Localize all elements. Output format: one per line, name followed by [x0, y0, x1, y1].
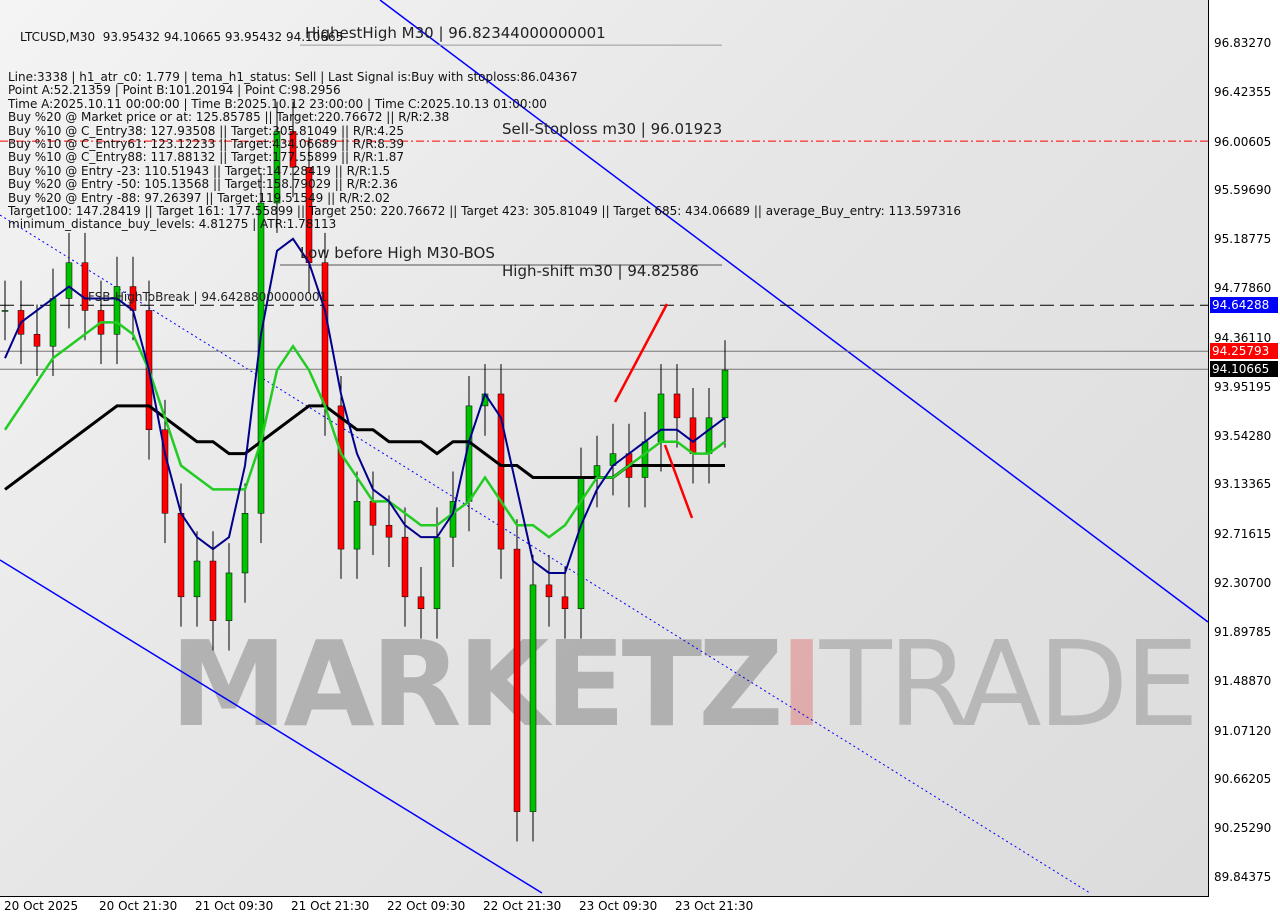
- y-tick-label: 90.66205: [1214, 772, 1272, 787]
- y-tick-label: 95.59690: [1214, 183, 1272, 198]
- candle-body: [337, 405, 345, 550]
- y-tick-label: 92.71615: [1214, 527, 1272, 542]
- y-tick-label: 93.95195: [1214, 379, 1272, 394]
- info-line: Line:3338 | h1_atr_c0: 1.779 | tema_h1_s…: [8, 70, 578, 85]
- y-tick-label: 93.54280: [1214, 428, 1272, 443]
- info-line: Buy %10 @ C_Entry61: 123.12233 || Target…: [8, 136, 404, 151]
- x-tick-label: 20 Oct 2025: [4, 899, 79, 913]
- ma-slow-line: [4, 404, 725, 491]
- y-tick-label: 91.89785: [1214, 624, 1272, 639]
- y-tick-label: 91.48870: [1214, 673, 1272, 688]
- candle-body: [241, 513, 249, 574]
- x-tick-label: 22 Oct 21:30: [483, 899, 562, 913]
- fsb-label: FSB-HighToBreak | 94.64288000000001: [88, 290, 328, 304]
- low-before-high-label: Low before High M30-BOS: [300, 244, 495, 262]
- candle-body: [225, 572, 233, 621]
- info-line: minimum_distance_buy_levels: 4.81275 | A…: [8, 217, 337, 232]
- candle-body: [353, 501, 361, 550]
- candle-body: [177, 513, 185, 598]
- candle-body: [193, 560, 201, 598]
- candle-body: [401, 536, 409, 598]
- info-panel: LTCUSD,M30 93.95432 94.10665 93.95432 94…: [8, 4, 961, 232]
- candle-body: [657, 393, 665, 442]
- x-tick-label: 23 Oct 09:30: [579, 899, 658, 913]
- info-line: Time A:2025.10.11 00:00:00 | Time B:2025…: [8, 96, 547, 111]
- pattern-line: [613, 303, 669, 403]
- watermark-part3: TRADE: [819, 615, 1199, 753]
- watermark-part2: I: [779, 615, 824, 753]
- y-tick-label: 93.13365: [1214, 477, 1272, 492]
- candle-body: [113, 286, 121, 335]
- candle-body: [497, 393, 505, 550]
- info-line: Buy %10 @ C_Entry88: 117.88132 || Target…: [8, 150, 404, 165]
- y-tick-label: 96.00605: [1214, 134, 1272, 149]
- candle-body: [673, 393, 681, 419]
- candle-body: [513, 548, 521, 812]
- channel-mid-dotted-line: [0, 214, 1091, 894]
- price-tag: 94.64288: [1210, 297, 1278, 314]
- x-tick-label: 21 Oct 09:30: [195, 899, 274, 913]
- candle-body: [1, 310, 9, 312]
- candle-body: [705, 417, 713, 454]
- high-shift-label: High-shift m30 | 94.82586: [502, 262, 699, 280]
- sell-stoploss-label: Sell-Stoploss m30 | 96.01923: [502, 120, 723, 138]
- candle-body: [545, 584, 553, 598]
- channel-upper-line: [379, 0, 1208, 623]
- x-tick-label: 21 Oct 21:30: [291, 899, 370, 913]
- info-line: Buy %20 @ Entry -88: 97.26397 || Target:…: [8, 190, 391, 205]
- info-line: Buy %10 @ C_Entry38: 127.93508 || Target…: [8, 123, 404, 138]
- x-tick-label: 20 Oct 21:30: [99, 899, 178, 913]
- x-tick-label: 23 Oct 21:30: [675, 899, 754, 913]
- y-tick-label: 94.36110: [1214, 330, 1272, 345]
- plot-area[interactable]: MARKETZITRADE HighestHigh M30 | 96.82344…: [0, 0, 1209, 897]
- candle-body: [689, 417, 697, 454]
- x-tick-label: 22 Oct 09:30: [387, 899, 466, 913]
- price-tag: 94.10665: [1210, 361, 1278, 378]
- candle-body: [369, 501, 377, 526]
- y-tick-label: 90.25290: [1214, 821, 1272, 836]
- candle-body: [161, 429, 169, 514]
- ma-fast-line: [4, 237, 726, 574]
- candle-body: [289, 131, 297, 168]
- candle-body: [33, 334, 41, 347]
- highest-high-label: HighestHigh M30 | 96.82344000000001: [305, 24, 606, 42]
- y-tick-label: 94.77860: [1214, 281, 1272, 296]
- y-tick-label: 95.18775: [1214, 232, 1272, 247]
- price-chart: [0, 0, 1208, 894]
- candle-body: [641, 441, 649, 478]
- y-tick-label: 96.83270: [1214, 36, 1272, 50]
- candle-body: [433, 536, 441, 610]
- candle-body: [417, 596, 425, 610]
- candle-body: [81, 262, 89, 311]
- watermark-part1: MARKETZ: [170, 615, 784, 753]
- info-line: Point A:52.21359 | Point B:101.20194 | P…: [8, 83, 341, 98]
- y-tick-label: 92.30700: [1214, 576, 1272, 591]
- candle-body: [273, 131, 281, 204]
- y-tick-label: 96.42355: [1214, 84, 1272, 99]
- candle-body: [65, 262, 73, 299]
- y-tick-label: 91.07120: [1214, 723, 1272, 738]
- info-line: Buy %20 @ Entry -50: 105.13568 || Target…: [8, 177, 398, 192]
- candle-body: [561, 596, 569, 610]
- info-line: Buy %10 @ Entry -23: 110.51943 || Target…: [8, 163, 391, 178]
- watermark: MARKETZITRADE: [170, 615, 1199, 753]
- candle-body: [385, 524, 393, 538]
- symbol-line: LTCUSD,M30 93.95432 94.10665 93.95432 94…: [20, 29, 344, 44]
- candle-body: [593, 465, 601, 478]
- info-line: Buy %20 @ Market price or at: 125.85785 …: [8, 110, 450, 125]
- candle-body: [529, 584, 537, 812]
- y-tick-label: 89.84375: [1214, 869, 1272, 884]
- candle-body: [321, 262, 329, 407]
- price-tag: 94.25793: [1210, 343, 1278, 360]
- candle-body: [49, 298, 57, 347]
- channel-lower-line: [0, 559, 543, 894]
- info-line: Target100: 147.28419 || Target 161: 177.…: [8, 203, 962, 218]
- candle-body: [721, 369, 729, 419]
- candle-body: [209, 560, 217, 621]
- pattern-line: [663, 444, 694, 519]
